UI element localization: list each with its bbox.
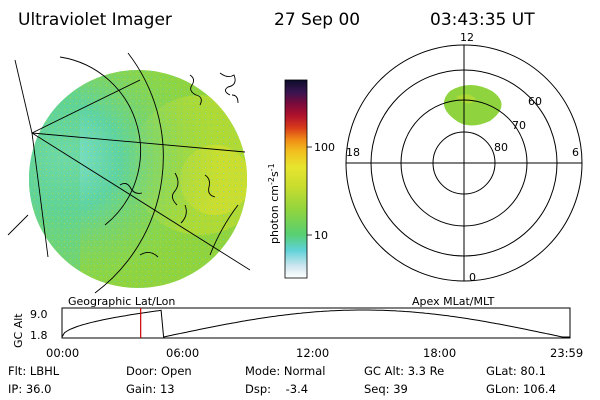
alt-ytick-1_8: 1.8	[30, 329, 48, 342]
seq-status: Seq: 39	[364, 382, 408, 396]
coastline-lines	[119, 72, 239, 258]
alt-ytick-9: 9.0	[30, 308, 48, 321]
mlt-label-18: 18	[346, 146, 360, 159]
glon-status: GLon: 106.4	[486, 382, 556, 396]
lat-label-80: 80	[494, 141, 508, 154]
alt-plot-frame	[61, 307, 571, 339]
time-tick-0600: 06:00	[166, 346, 200, 360]
instrument-title: Ultraviolet Imager	[18, 10, 172, 30]
mode-status: Mode: Normal	[245, 364, 326, 378]
mlt-label-6: 6	[572, 146, 579, 159]
altitude-timeline-plot: GC Alt 9.0 1.8	[12, 307, 571, 348]
ip-status: IP: 36.0	[8, 382, 52, 396]
geographic-image	[7, 52, 251, 294]
lat-label-60: 60	[528, 95, 542, 108]
auroral-emission	[443, 85, 502, 126]
gc-alt-status: GC Alt: 3.3 Re	[364, 364, 445, 378]
time-label: 03:43:35 UT	[430, 10, 535, 30]
date-label: 27 Sep 00	[274, 10, 361, 30]
colorbar-tick-10: 10	[314, 229, 328, 242]
polar-grid	[345, 44, 583, 282]
polar-mlat-mlt-plot: 12 18 6 0 60 70 80	[345, 31, 583, 284]
colorbar-unit-label: photon cm-2s-1	[267, 163, 281, 244]
colorbar-strip	[284, 79, 308, 279]
time-tick-0000: 00:00	[46, 346, 80, 360]
colorbar-tick-100: 100	[314, 141, 335, 154]
filter-status: Flt: LBHL	[8, 364, 60, 378]
gain-status: Gain: 13	[126, 382, 175, 396]
time-tick-2359: 23:59	[550, 346, 584, 360]
mlt-label-0: 0	[469, 271, 476, 284]
time-tick-1800: 18:00	[423, 346, 457, 360]
color-scale: 100 10 photon cm-2s-1	[267, 79, 335, 279]
lat-lon-grid	[7, 52, 251, 294]
glat-status: GLat: 80.1	[486, 364, 547, 378]
lat-label-70: 70	[512, 119, 526, 132]
altitude-curve	[61, 309, 570, 338]
polar-caption: Apex MLat/MLT	[412, 295, 495, 308]
alt-ylabel: GC Alt	[12, 313, 25, 348]
geographic-caption: Geographic Lat/Lon	[68, 295, 176, 308]
time-tick-1200: 12:00	[296, 346, 330, 360]
dsp-status: Dsp: -3.4	[245, 382, 309, 396]
mlt-label-12: 12	[460, 31, 474, 44]
door-status: Door: Open	[126, 364, 192, 378]
